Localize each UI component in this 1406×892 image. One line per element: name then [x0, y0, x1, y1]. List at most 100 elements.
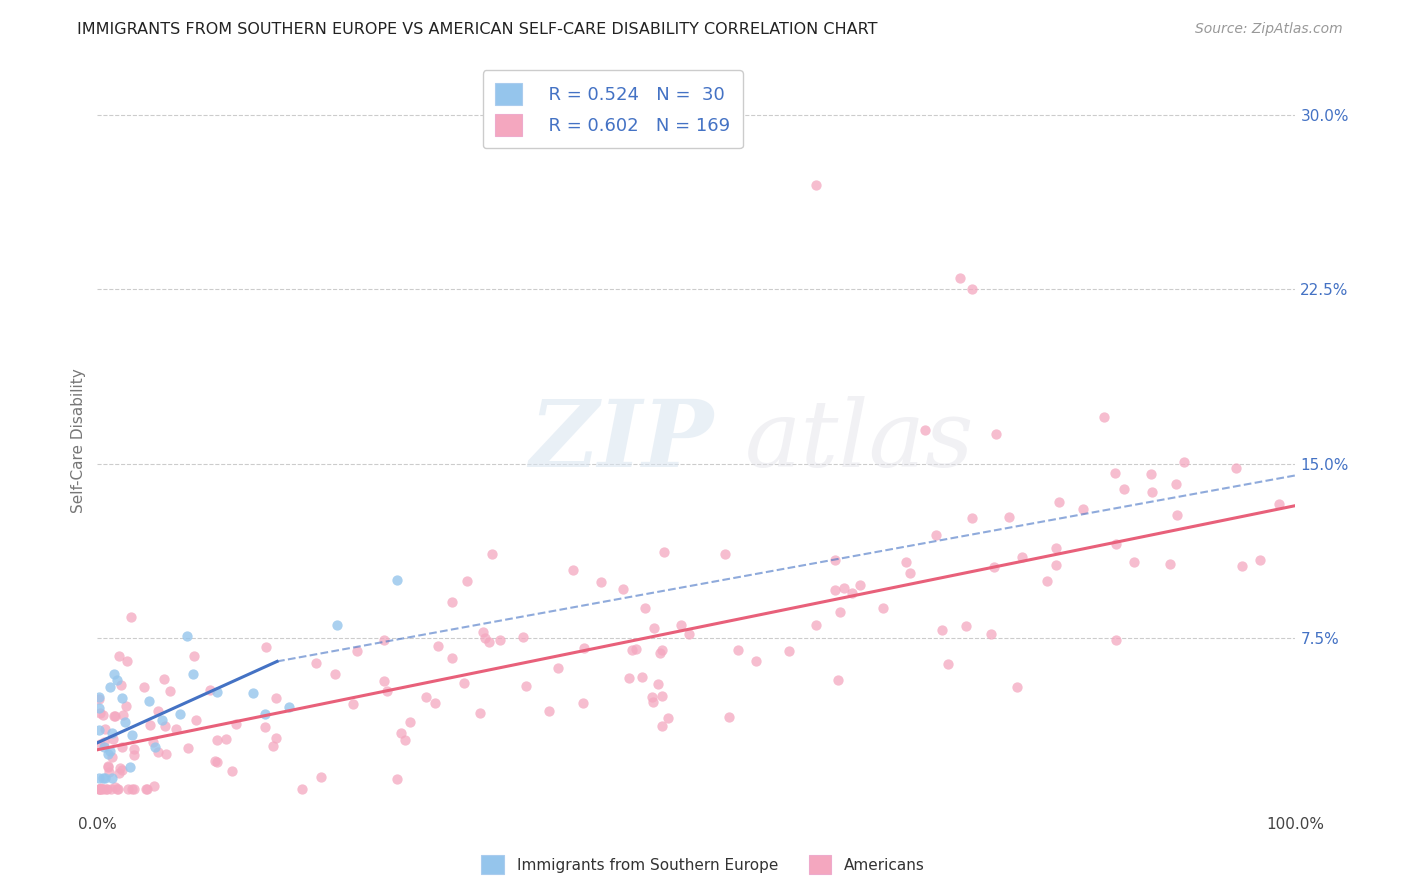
- Point: [205, 755, 228, 769]
- Point: [474, 632, 496, 646]
- Point: [806, 178, 828, 192]
- Point: [984, 427, 1007, 442]
- Point: [98, 744, 121, 758]
- Point: [936, 657, 959, 672]
- Point: [103, 709, 125, 723]
- Point: [110, 678, 132, 692]
- Point: [647, 677, 669, 691]
- Point: [118, 760, 141, 774]
- Point: [1104, 466, 1126, 480]
- Point: [425, 696, 447, 710]
- Point: [264, 731, 287, 745]
- Point: [983, 559, 1005, 574]
- Point: [183, 649, 205, 664]
- Point: [101, 726, 124, 740]
- Point: [1230, 558, 1253, 573]
- Point: [872, 601, 894, 615]
- Point: [619, 671, 641, 685]
- Point: [101, 732, 124, 747]
- Point: [89, 782, 111, 797]
- Point: [111, 691, 134, 706]
- Point: [105, 673, 128, 688]
- Point: [1092, 410, 1115, 425]
- Point: [471, 624, 494, 639]
- Point: [678, 627, 700, 641]
- Point: [572, 696, 595, 710]
- Point: [456, 574, 478, 589]
- Point: [415, 690, 437, 704]
- Point: [960, 511, 983, 525]
- Point: [143, 740, 166, 755]
- Point: [453, 676, 475, 690]
- Point: [264, 690, 287, 705]
- Point: [205, 732, 228, 747]
- Point: [515, 679, 537, 693]
- Point: [669, 618, 692, 632]
- Point: [104, 780, 127, 794]
- Point: [93, 734, 115, 748]
- Point: [98, 680, 121, 694]
- Point: [108, 648, 131, 663]
- Point: [309, 770, 332, 784]
- Point: [547, 661, 569, 675]
- Point: [142, 734, 165, 748]
- Point: [652, 545, 675, 559]
- Point: [824, 582, 846, 597]
- Point: [1139, 467, 1161, 482]
- Point: [254, 720, 277, 734]
- Point: [1114, 482, 1136, 496]
- Point: [389, 725, 412, 739]
- Point: [1047, 495, 1070, 509]
- Point: [114, 714, 136, 729]
- Point: [103, 667, 125, 681]
- Point: [440, 651, 463, 665]
- Point: [100, 782, 122, 797]
- Point: [648, 646, 671, 660]
- Point: [121, 728, 143, 742]
- Point: [1225, 461, 1247, 475]
- Point: [1036, 574, 1059, 589]
- Point: [91, 782, 114, 797]
- Point: [176, 629, 198, 643]
- Point: [107, 782, 129, 797]
- Point: [373, 633, 395, 648]
- Point: [717, 710, 740, 724]
- Point: [181, 666, 204, 681]
- Point: [1173, 455, 1195, 469]
- Point: [824, 553, 846, 567]
- Point: [326, 618, 349, 632]
- Point: [121, 782, 143, 797]
- Point: [146, 704, 169, 718]
- Point: [91, 707, 114, 722]
- Point: [643, 695, 665, 709]
- Point: [342, 697, 364, 711]
- Point: [135, 782, 157, 797]
- Point: [120, 609, 142, 624]
- Point: [478, 635, 501, 649]
- Point: [426, 639, 449, 653]
- Point: [198, 682, 221, 697]
- Point: [1105, 633, 1128, 648]
- Point: [980, 627, 1002, 641]
- Point: [87, 723, 110, 737]
- Point: [778, 644, 800, 658]
- Point: [949, 270, 972, 285]
- Point: [291, 782, 314, 797]
- Point: [242, 686, 264, 700]
- Point: [925, 528, 948, 542]
- Point: [254, 707, 277, 722]
- Legend:   R = 0.524   N =  30,   R = 0.602   N = 169: R = 0.524 N = 30, R = 0.602 N = 169: [482, 70, 742, 148]
- Point: [998, 510, 1021, 524]
- Point: [159, 683, 181, 698]
- Point: [727, 643, 749, 657]
- Point: [441, 595, 464, 609]
- Point: [385, 772, 408, 786]
- Point: [849, 578, 872, 592]
- Point: [101, 750, 124, 764]
- Point: [225, 717, 247, 731]
- Point: [117, 655, 139, 669]
- Point: [1166, 508, 1188, 523]
- Point: [165, 722, 187, 736]
- Text: ZIP: ZIP: [529, 395, 713, 485]
- Point: [94, 782, 117, 797]
